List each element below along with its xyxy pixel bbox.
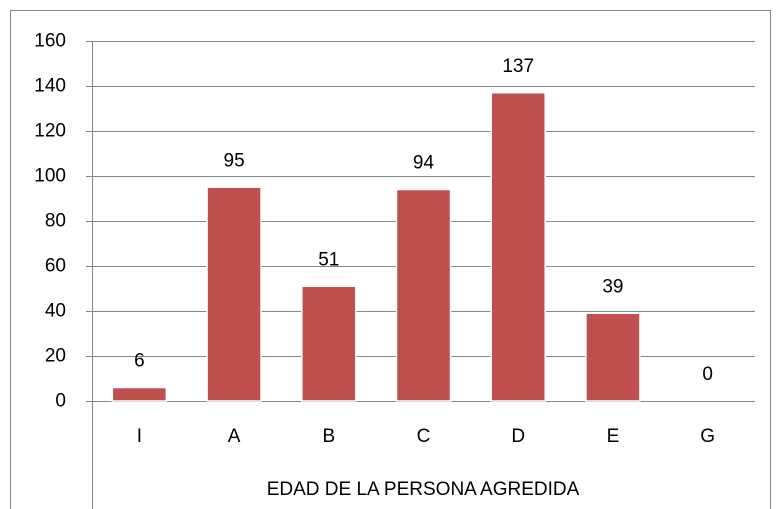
data-label: 0 [702,364,713,385]
y-tick-label: 160 [34,31,66,52]
y-tick-label: 100 [34,166,66,187]
data-label: 39 [602,276,623,297]
y-tick-label: 80 [45,211,66,232]
bar [301,285,357,402]
x-tick-label: A [228,426,241,447]
data-label: 94 [413,153,435,174]
x-tick-label: C [417,426,431,447]
x-tick-label: I [137,426,142,447]
bar [395,188,452,402]
x-tick-label: D [511,426,525,447]
bar [490,92,546,402]
y-tick-label: 40 [45,301,66,322]
y-tick-label: 120 [34,121,66,142]
bar [111,386,168,402]
data-label: 95 [224,150,245,171]
y-tick-label: 140 [34,76,66,97]
bar [585,312,641,402]
x-axis-title: EDAD DE LA PERSONA AGREDIDA [267,479,580,500]
data-label: 51 [318,249,339,270]
y-tick-label: 20 [45,346,66,367]
y-tick-label: 60 [45,256,66,277]
data-label: 6 [134,351,145,372]
x-tick-label: B [322,426,335,447]
x-tick-label: E [607,426,620,447]
data-label: 137 [502,56,534,77]
bar [206,186,262,402]
chart-frame [10,10,771,509]
y-tick-label: 0 [55,391,66,412]
x-tick-label: G [700,426,715,447]
